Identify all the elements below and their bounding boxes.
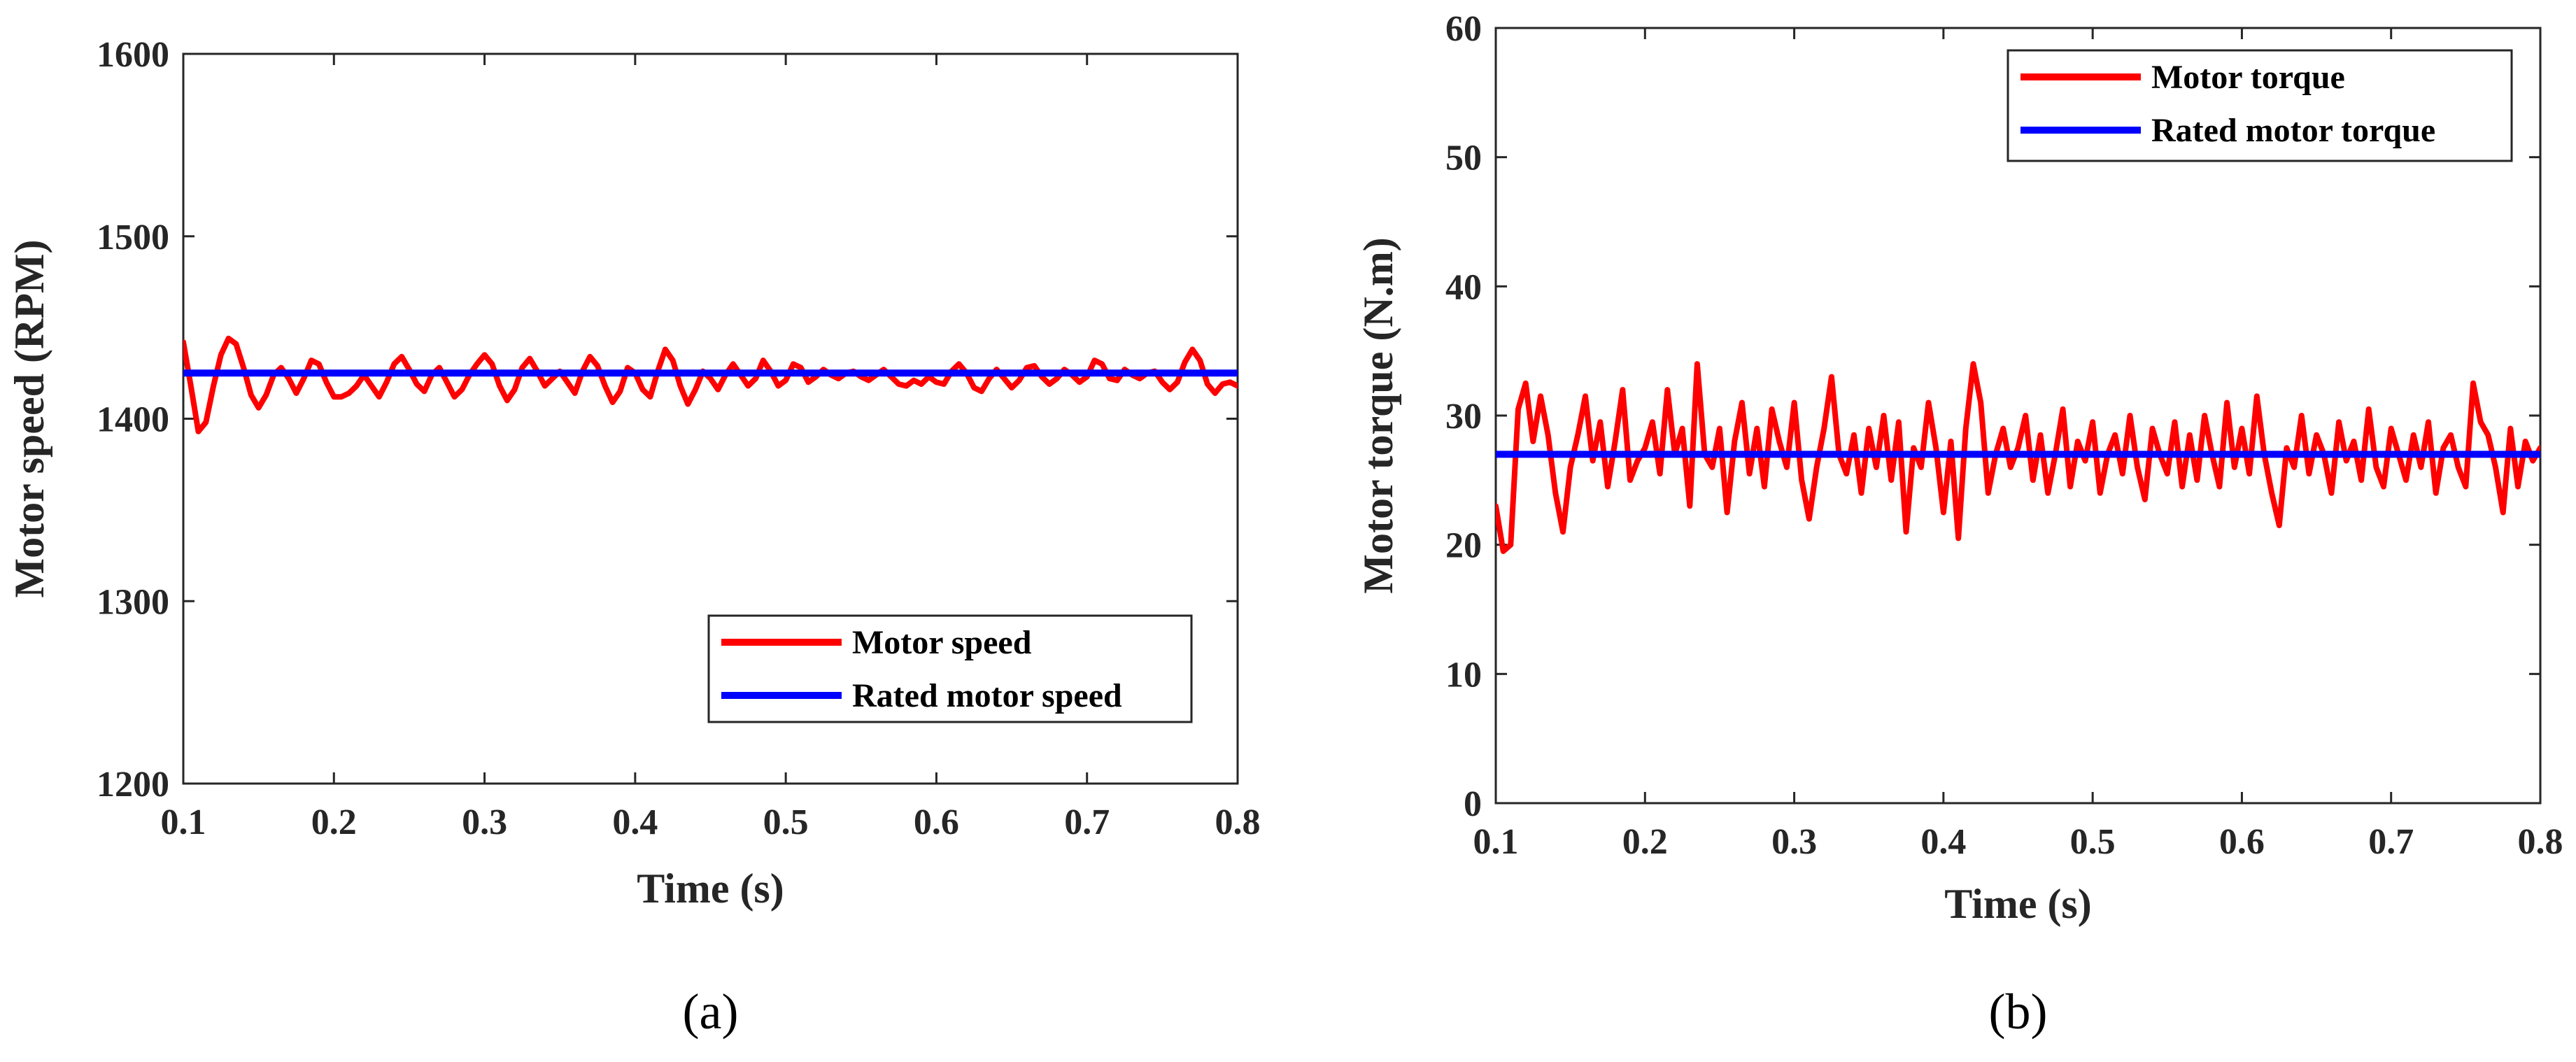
y-tick-label: 50: [1445, 139, 1482, 178]
legend-box: [707, 614, 1193, 723]
x-tick-label: 0.3: [1771, 822, 1817, 862]
y-tick-label: 10: [1445, 655, 1482, 695]
legend-box: [2007, 49, 2513, 162]
y-tick-label: 20: [1445, 526, 1482, 566]
legend: Motor torque Rated motor torque: [2007, 49, 2513, 162]
x-tick-label: 0.5: [2070, 822, 2116, 862]
legend: Motor speed Rated motor speed: [707, 614, 1193, 723]
y-tick-label: 1500: [97, 218, 169, 257]
y-tick-label: 1600: [97, 35, 169, 75]
y-tick-label: 1300: [97, 582, 169, 622]
y-tick-label: 40: [1445, 267, 1482, 307]
y-axis-title: Motor torque (N.m): [1355, 237, 1401, 593]
series-line-motor-torque: [1496, 361, 2540, 554]
x-tick-label: 0.3: [462, 802, 507, 842]
x-tick-label: 0.8: [2518, 822, 2563, 862]
chart-a: 0.1 0.2 0.3 0.4 0.5 0.6 0.7 0.8 1200 1300 1400 1500…: [6, 35, 1261, 1040]
x-tick-label: 0.7: [2368, 822, 2414, 862]
series-line-motor-speed: [183, 335, 1238, 434]
legend-label-rated-motor-speed: Rated motor speed: [852, 677, 1122, 714]
y-tick-label: 0: [1464, 784, 1482, 824]
x-tick-label: 0.2: [311, 802, 357, 842]
x-tick-label: 0.7: [1064, 802, 1110, 842]
panel-caption: (a): [683, 984, 739, 1040]
x-tick-label: 0.6: [2219, 822, 2265, 862]
x-axis-title: Time (s): [637, 865, 784, 912]
x-tick-label: 0.1: [1473, 822, 1519, 862]
panel-caption: (b): [1989, 984, 2048, 1040]
x-axis-title: Time (s): [1944, 881, 2092, 927]
plot-area: [1496, 361, 2540, 554]
y-tick-label: 1200: [97, 765, 169, 805]
y-axis-title: Motor speed (RPM): [6, 239, 52, 597]
x-tick-label: 0.8: [1215, 802, 1261, 842]
y-tick-label: 30: [1445, 397, 1482, 437]
x-tick-label: 0.6: [914, 802, 959, 842]
plot-area: [183, 335, 1238, 434]
x-tick-label: 0.1: [161, 802, 206, 842]
legend-label-motor-speed: Motor speed: [852, 624, 1032, 661]
x-tick-label: 0.2: [1622, 822, 1668, 862]
y-tick-label: 1400: [97, 400, 169, 440]
y-tick-label: 60: [1445, 9, 1482, 49]
x-tick-label: 0.4: [1920, 822, 1966, 862]
x-tick-label: 0.5: [763, 802, 809, 842]
legend-label-motor-torque: Motor torque: [2151, 59, 2345, 96]
x-tick-label: 0.4: [612, 802, 658, 842]
legend-label-rated-motor-torque: Rated motor torque: [2151, 112, 2435, 149]
chart-b: 0.1 0.2 0.3 0.4 0.5 0.6 0.7 0.8 0 10 20 30 40 50 60 Tim…: [1355, 9, 2563, 1040]
